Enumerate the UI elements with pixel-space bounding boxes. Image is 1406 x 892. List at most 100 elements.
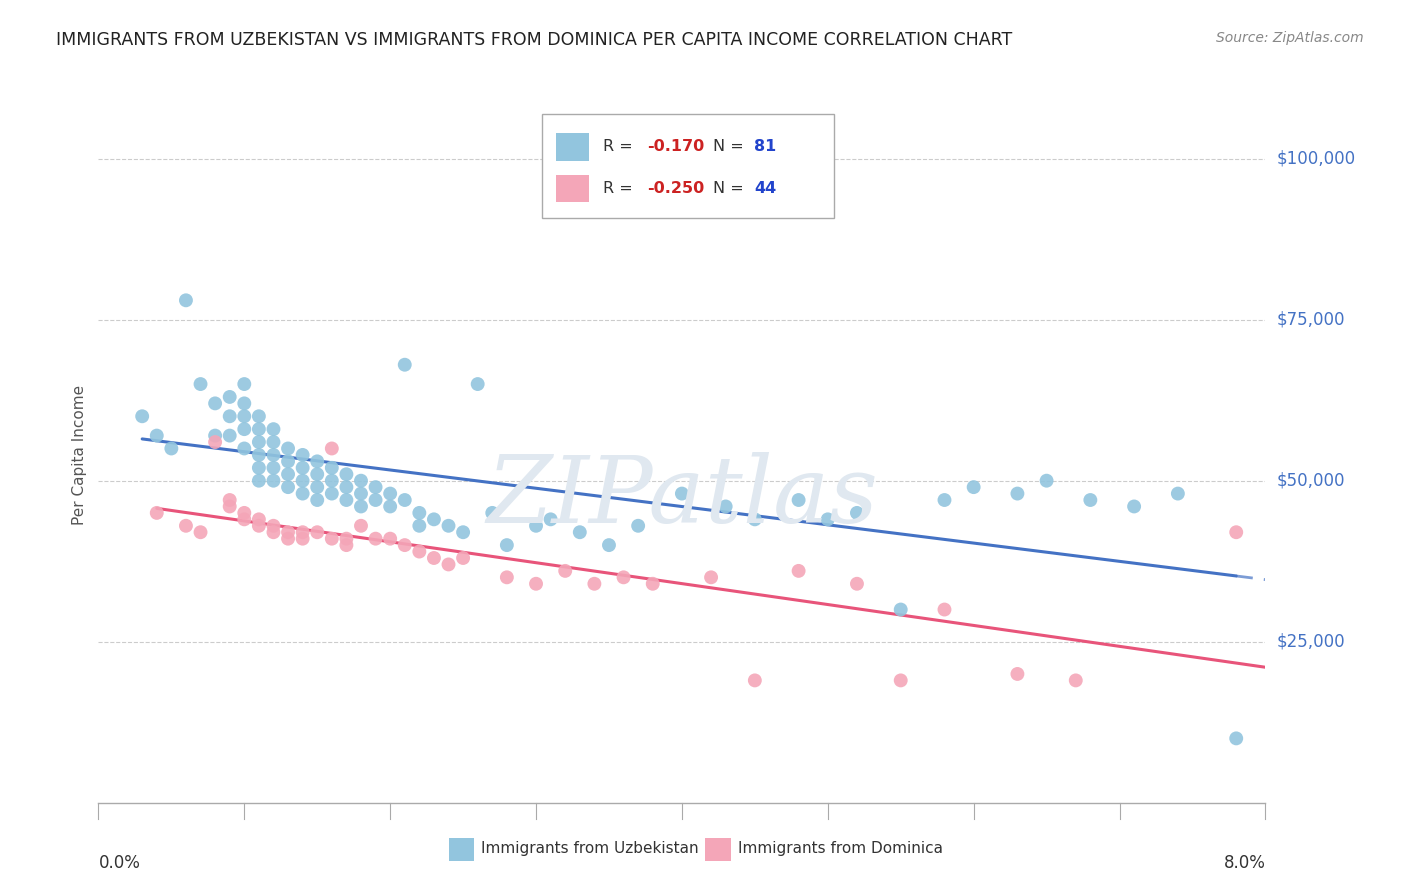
Point <box>1007 667 1029 681</box>
Point <box>845 576 868 591</box>
Point <box>890 602 912 616</box>
Point <box>394 358 416 372</box>
Point <box>394 538 416 552</box>
Point <box>307 480 329 494</box>
Point <box>218 428 240 442</box>
Point <box>247 518 270 533</box>
Point <box>1225 525 1247 540</box>
Point <box>307 454 329 468</box>
Point <box>540 512 562 526</box>
Point <box>934 493 956 508</box>
Point <box>423 512 446 526</box>
Bar <box>555 133 589 161</box>
Point <box>218 500 240 514</box>
Point <box>1123 500 1146 514</box>
Point <box>262 422 284 436</box>
Text: $25,000: $25,000 <box>1277 632 1346 651</box>
Point <box>423 551 446 566</box>
Text: Source: ZipAtlas.com: Source: ZipAtlas.com <box>1216 31 1364 45</box>
Point <box>190 377 212 392</box>
Point <box>233 377 256 392</box>
Point <box>321 532 343 546</box>
Point <box>174 518 197 533</box>
Point <box>335 538 357 552</box>
Point <box>394 493 416 508</box>
Point <box>1167 486 1189 500</box>
Point <box>496 570 519 584</box>
Point <box>204 396 226 410</box>
Text: $75,000: $75,000 <box>1277 310 1346 328</box>
Point <box>744 512 766 526</box>
Point <box>408 506 430 520</box>
Text: -0.250: -0.250 <box>647 181 704 196</box>
Point <box>247 422 270 436</box>
Point <box>568 525 591 540</box>
Text: $100,000: $100,000 <box>1277 150 1355 168</box>
Point <box>247 474 270 488</box>
Point <box>307 467 329 482</box>
Point <box>408 544 430 558</box>
Point <box>467 377 489 392</box>
Point <box>437 558 460 572</box>
Point <box>787 493 810 508</box>
Y-axis label: Per Capita Income: Per Capita Income <box>72 384 87 525</box>
Point <box>247 435 270 450</box>
Point <box>817 512 839 526</box>
Point <box>496 538 519 552</box>
Point <box>335 532 357 546</box>
Point <box>554 564 576 578</box>
Point <box>1080 493 1102 508</box>
Point <box>364 493 387 508</box>
Point <box>451 525 474 540</box>
Point <box>1225 731 1247 746</box>
Text: 0.0%: 0.0% <box>98 855 141 872</box>
Point <box>233 506 256 520</box>
Point <box>700 570 723 584</box>
Point <box>218 390 240 404</box>
Bar <box>449 838 474 861</box>
Point <box>744 673 766 688</box>
Point <box>714 500 737 514</box>
Point <box>204 428 226 442</box>
Text: 81: 81 <box>754 139 776 154</box>
Point <box>408 518 430 533</box>
Point <box>524 576 547 591</box>
Point <box>321 474 343 488</box>
Point <box>787 564 810 578</box>
Point <box>262 474 284 488</box>
Point <box>671 486 693 500</box>
Text: Immigrants from Uzbekistan: Immigrants from Uzbekistan <box>481 840 699 855</box>
FancyBboxPatch shape <box>541 114 834 219</box>
Point <box>146 428 169 442</box>
Point <box>204 435 226 450</box>
Point <box>262 525 284 540</box>
Point <box>1035 474 1057 488</box>
Point <box>131 409 153 424</box>
Point <box>364 480 387 494</box>
Point <box>146 506 169 520</box>
Text: R =: R = <box>603 139 637 154</box>
Point <box>934 602 956 616</box>
Point <box>291 448 314 462</box>
Point <box>277 454 299 468</box>
Point <box>291 525 314 540</box>
Bar <box>706 838 731 861</box>
Bar <box>555 175 589 202</box>
Point <box>262 460 284 475</box>
Point <box>627 518 650 533</box>
Point <box>291 532 314 546</box>
Text: N =: N = <box>713 181 749 196</box>
Point <box>321 486 343 500</box>
Text: -0.170: -0.170 <box>647 139 704 154</box>
Point <box>262 435 284 450</box>
Point <box>233 442 256 456</box>
Point <box>262 448 284 462</box>
Point <box>612 570 634 584</box>
Text: N =: N = <box>713 139 749 154</box>
Point <box>451 551 474 566</box>
Point <box>233 396 256 410</box>
Point <box>350 518 373 533</box>
Point <box>335 493 357 508</box>
Point <box>247 409 270 424</box>
Point <box>350 486 373 500</box>
